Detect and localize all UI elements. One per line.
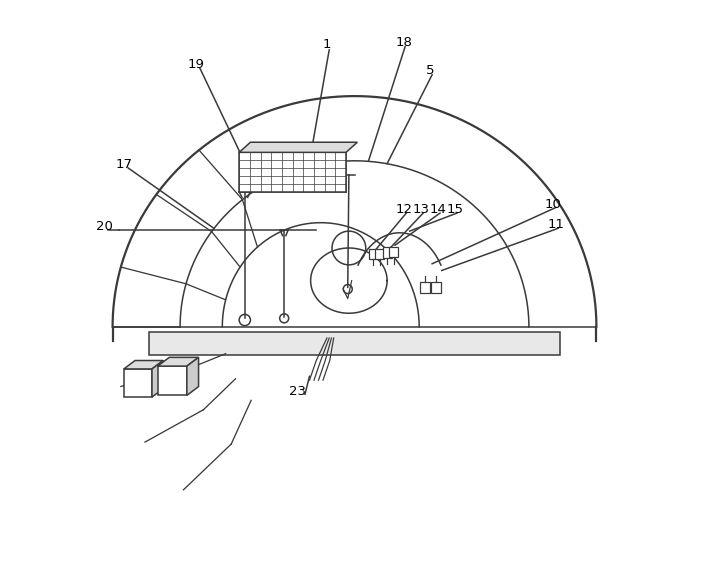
Bar [420, 282, 430, 293]
Polygon shape [152, 360, 163, 397]
Polygon shape [157, 357, 199, 366]
Text: 11: 11 [547, 218, 564, 231]
Polygon shape [239, 142, 357, 152]
Polygon shape [239, 152, 346, 192]
Polygon shape [124, 360, 163, 369]
Bar [149, 332, 560, 355]
Text: 20: 20 [96, 220, 113, 233]
Text: 18: 18 [396, 36, 413, 49]
Text: 14: 14 [430, 203, 446, 216]
Text: 1: 1 [322, 38, 330, 51]
Text: 19: 19 [187, 57, 204, 70]
Polygon shape [124, 369, 152, 397]
Bar [369, 248, 378, 258]
Bar [431, 282, 441, 293]
Text: 5: 5 [426, 64, 435, 77]
Text: 23: 23 [289, 385, 306, 398]
Bar [389, 247, 398, 257]
Polygon shape [157, 366, 187, 396]
Text: 10: 10 [544, 197, 561, 210]
Text: 17: 17 [116, 158, 133, 171]
Polygon shape [187, 357, 199, 396]
Bar [375, 248, 384, 258]
Text: 13: 13 [413, 203, 430, 216]
Bar [383, 247, 391, 258]
Text: 12: 12 [396, 203, 413, 216]
Text: 15: 15 [446, 203, 463, 216]
